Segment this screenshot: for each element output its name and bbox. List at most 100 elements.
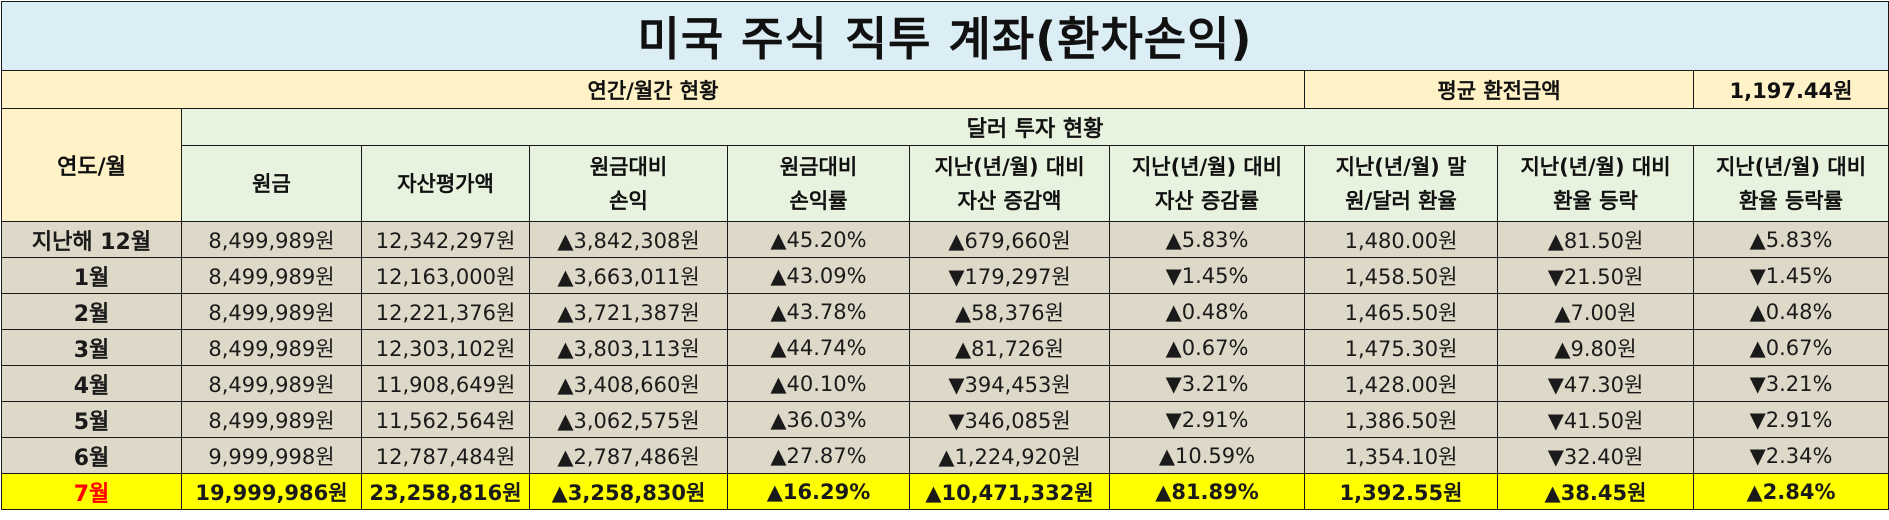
value-cell[interactable]: 1,480.00원	[1304, 221, 1498, 258]
value-cell[interactable]: ▲43.78%	[727, 293, 910, 330]
value-cell[interactable]: 1,354.10원	[1304, 437, 1498, 474]
value-cell[interactable]: ▲0.48%	[1693, 293, 1889, 330]
value-cell[interactable]: ▲3,663,011원	[529, 257, 728, 294]
value-cell[interactable]: 19,999,986원	[181, 473, 362, 510]
value-cell[interactable]: 1,458.50원	[1304, 257, 1498, 294]
value-cell[interactable]: ▲7.00원	[1497, 293, 1694, 330]
value-cell[interactable]: ▲3,842,308원	[529, 221, 728, 258]
value-cell[interactable]: ▲36.03%	[727, 401, 910, 438]
sheet-title[interactable]: 미국 주식 직투 계좌(환차손익)	[1, 1, 1889, 71]
value-cell[interactable]: ▼346,085원	[909, 401, 1110, 438]
value-cell[interactable]: ▲679,660원	[909, 221, 1110, 258]
value-cell[interactable]: ▼3.21%	[1693, 365, 1889, 402]
value-cell[interactable]: 1,428.00원	[1304, 365, 1498, 402]
value-cell[interactable]: 23,258,816원	[361, 473, 530, 510]
value-cell[interactable]: ▼47.30원	[1497, 365, 1694, 402]
column-header-line: 지난(년/월) 대비	[1131, 154, 1283, 179]
column-header-9[interactable]: 지난(년/월) 대비 환율 등락률	[1693, 145, 1889, 222]
value-cell[interactable]: ▲3,258,830원	[529, 473, 728, 510]
value-cell[interactable]: 11,562,564원	[361, 401, 530, 438]
value-cell[interactable]: ▲2,787,486원	[529, 437, 728, 474]
column-header-2[interactable]: 자산평가액	[361, 145, 530, 222]
value-cell[interactable]: ▼1.45%	[1109, 257, 1305, 294]
value-cell[interactable]: 12,787,484원	[361, 437, 530, 474]
avg-exchange-value-cell[interactable]: 1,197.44원	[1693, 70, 1889, 109]
value-cell[interactable]: ▲45.20%	[727, 221, 910, 258]
value-cell[interactable]: ▲5.83%	[1109, 221, 1305, 258]
status-label-cell[interactable]: 연간/월간 현황	[1, 70, 1305, 109]
column-header-8[interactable]: 지난(년/월) 대비 환율 등락	[1497, 145, 1694, 222]
month-cell[interactable]: 5월	[1, 401, 182, 438]
column-header-line: 원금대비	[589, 154, 668, 179]
column-header-4[interactable]: 원금대비 손익률	[727, 145, 910, 222]
value-cell[interactable]: ▲10.59%	[1109, 437, 1305, 474]
value-cell[interactable]: 12,221,376원	[361, 293, 530, 330]
value-cell[interactable]: ▼2.34%	[1693, 437, 1889, 474]
value-cell[interactable]: ▲3,803,113원	[529, 329, 728, 366]
value-cell[interactable]: ▲9.80원	[1497, 329, 1694, 366]
value-cell[interactable]: 11,908,649원	[361, 365, 530, 402]
value-cell[interactable]: ▲38.45원	[1497, 473, 1694, 510]
value-cell[interactable]: ▲81.50원	[1497, 221, 1694, 258]
value-cell[interactable]: ▲16.29%	[727, 473, 910, 510]
value-cell[interactable]: 1,386.50원	[1304, 401, 1498, 438]
value-cell[interactable]: 8,499,989원	[181, 401, 362, 438]
value-cell[interactable]: ▲0.67%	[1109, 329, 1305, 366]
dollar-investment-group-header[interactable]: 달러 투자 현황	[181, 108, 1889, 146]
column-header-6[interactable]: 지난(년/월) 대비 자산 증감률	[1109, 145, 1305, 222]
value-cell[interactable]: ▲3,408,660원	[529, 365, 728, 402]
value-cell[interactable]: ▲58,376원	[909, 293, 1110, 330]
value-cell[interactable]: 12,303,102원	[361, 329, 530, 366]
value-cell[interactable]: ▼1.45%	[1693, 257, 1889, 294]
value-cell[interactable]: ▼41.50원	[1497, 401, 1694, 438]
avg-exchange-label-cell[interactable]: 평균 환전금액	[1304, 70, 1694, 109]
value-cell[interactable]: 1,475.30원	[1304, 329, 1498, 366]
month-cell[interactable]: 4월	[1, 365, 182, 402]
month-cell[interactable]: 지난해 12월	[1, 221, 182, 258]
value-cell[interactable]: ▲27.87%	[727, 437, 910, 474]
value-cell[interactable]: ▲81.89%	[1109, 473, 1305, 510]
value-cell[interactable]: ▼21.50원	[1497, 257, 1694, 294]
value-cell[interactable]: 12,342,297원	[361, 221, 530, 258]
value-cell[interactable]: ▲3,062,575원	[529, 401, 728, 438]
value-cell[interactable]: 8,499,989원	[181, 365, 362, 402]
value-cell[interactable]: 1,392.55원	[1304, 473, 1498, 510]
column-header-3[interactable]: 원금대비 손익	[529, 145, 728, 222]
value-cell[interactable]: ▲3,721,387원	[529, 293, 728, 330]
value-cell[interactable]: ▲43.09%	[727, 257, 910, 294]
month-cell[interactable]: 3월	[1, 329, 182, 366]
value-cell[interactable]: ▲2.84%	[1693, 473, 1889, 510]
table-row: 6월 9,999,998원 12,787,484원 ▲2,787,486원 ▲27.87…	[1, 437, 1889, 474]
column-header-5[interactable]: 지난(년/월) 대비 자산 증감액	[909, 145, 1110, 222]
month-cell[interactable]: 6월	[1, 437, 182, 474]
column-header-1[interactable]: 원금	[181, 145, 362, 222]
value-cell[interactable]: ▲0.48%	[1109, 293, 1305, 330]
month-column-header[interactable]: 연도/월	[1, 108, 182, 222]
value-cell[interactable]: ▼2.91%	[1109, 401, 1305, 438]
value-cell[interactable]: 12,163,000원	[361, 257, 530, 294]
value-cell[interactable]: 8,499,989원	[181, 329, 362, 366]
value-cell[interactable]: 8,499,989원	[181, 293, 362, 330]
value-cell[interactable]: ▼3.21%	[1109, 365, 1305, 402]
value-cell[interactable]: 1,465.50원	[1304, 293, 1498, 330]
value-cell[interactable]: ▼179,297원	[909, 257, 1110, 294]
value-cell[interactable]: ▲44.74%	[727, 329, 910, 366]
table-row: 5월 8,499,989원 11,562,564원 ▲3,062,575원 ▲36.03…	[1, 401, 1889, 438]
value-cell[interactable]: ▲10,471,332원	[909, 473, 1110, 510]
value-cell[interactable]: ▲1,224,920원	[909, 437, 1110, 474]
value-cell[interactable]: ▲81,726원	[909, 329, 1110, 366]
value-cell[interactable]: ▲5.83%	[1693, 221, 1889, 258]
value-cell[interactable]: ▲0.67%	[1693, 329, 1889, 366]
month-cell[interactable]: 1월	[1, 257, 182, 294]
value-cell[interactable]: 9,999,998원	[181, 437, 362, 474]
value-cell[interactable]: ▼32.40원	[1497, 437, 1694, 474]
value-cell[interactable]: ▲40.10%	[727, 365, 910, 402]
value-cell[interactable]: ▼2.91%	[1693, 401, 1889, 438]
value-cell[interactable]: 8,499,989원	[181, 257, 362, 294]
month-cell[interactable]: 2월	[1, 293, 182, 330]
column-header-7[interactable]: 지난(년/월) 말 원/달러 환율	[1304, 145, 1498, 222]
month-cell[interactable]: 7월	[1, 473, 182, 510]
value-cell[interactable]: 8,499,989원	[181, 221, 362, 258]
value-cell[interactable]: ▼394,453원	[909, 365, 1110, 402]
